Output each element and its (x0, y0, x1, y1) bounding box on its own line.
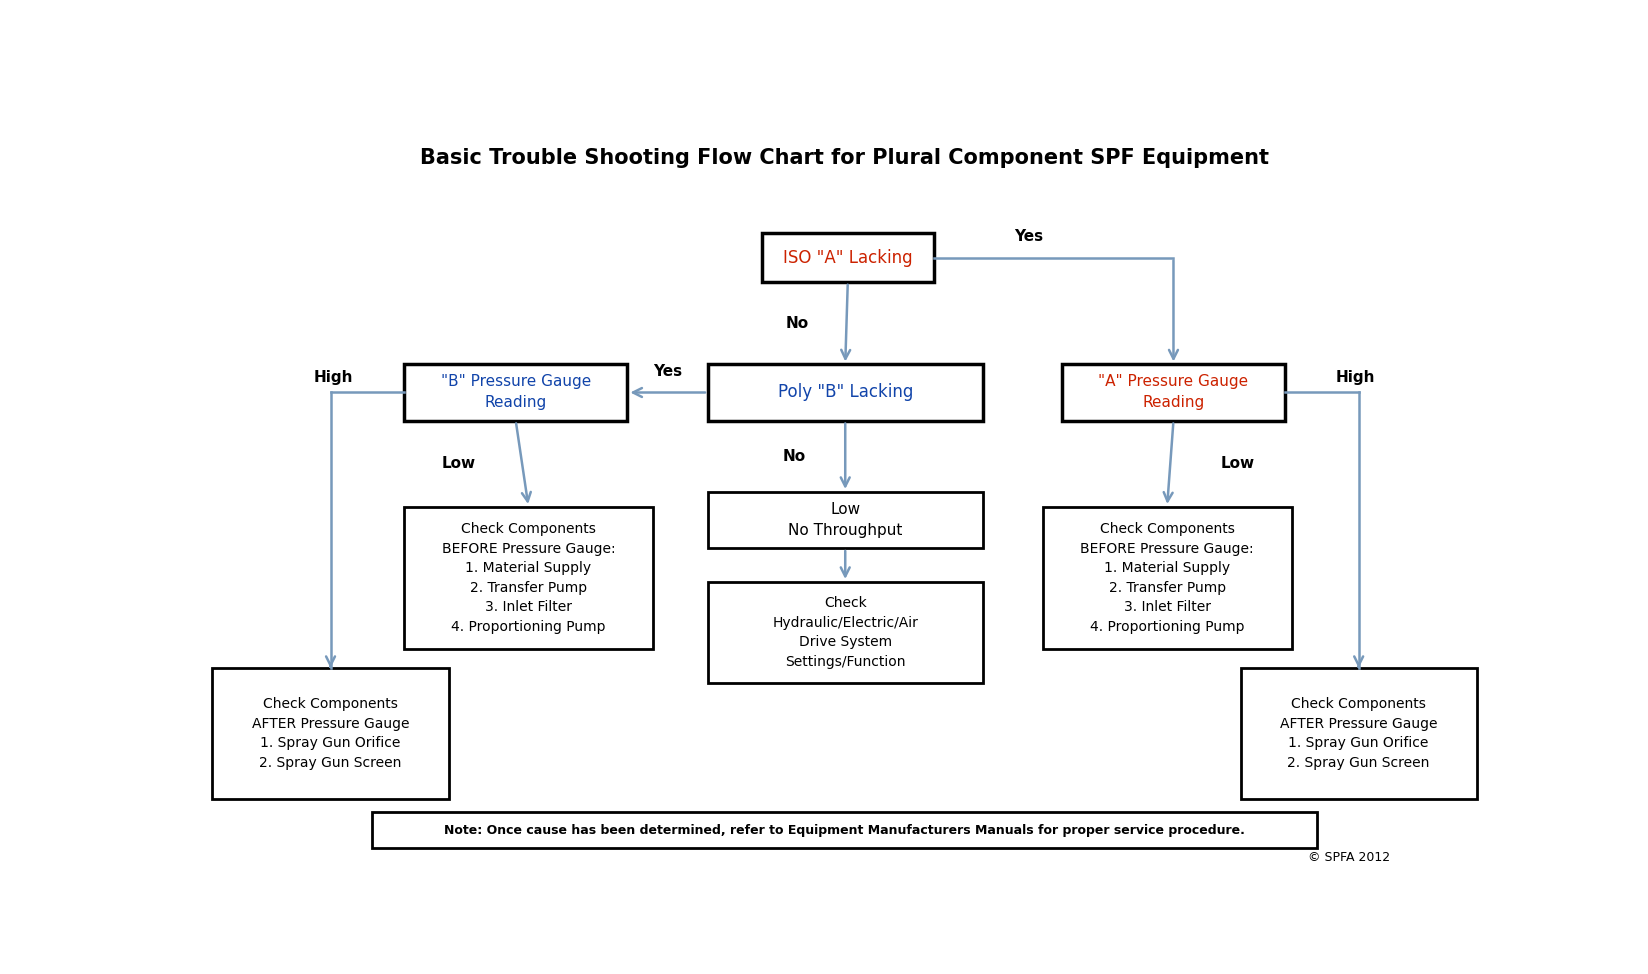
Text: Yes: Yes (1014, 229, 1043, 244)
Text: Yes: Yes (653, 364, 682, 379)
Text: No: No (784, 316, 808, 330)
Text: High: High (315, 370, 353, 385)
Text: Check Components
BEFORE Pressure Gauge:
1. Material Supply
2. Transfer Pump
3. I: Check Components BEFORE Pressure Gauge: … (1081, 522, 1254, 634)
FancyBboxPatch shape (404, 364, 628, 421)
Text: Check Components
AFTER Pressure Gauge
1. Spray Gun Orifice
2. Spray Gun Screen: Check Components AFTER Pressure Gauge 1.… (1280, 697, 1437, 770)
FancyBboxPatch shape (372, 812, 1317, 848)
Text: No: No (783, 449, 806, 464)
Text: Note: Once cause has been determined, refer to Equipment Manufacturers Manuals f: Note: Once cause has been determined, re… (445, 824, 1244, 837)
Text: "B" Pressure Gauge
Reading: "B" Pressure Gauge Reading (440, 374, 592, 410)
Text: Low: Low (1220, 456, 1254, 471)
Text: © SPFA 2012: © SPFA 2012 (1309, 851, 1391, 864)
FancyBboxPatch shape (1043, 506, 1292, 650)
FancyBboxPatch shape (404, 506, 653, 650)
FancyBboxPatch shape (709, 492, 982, 548)
Text: Check Components
AFTER Pressure Gauge
1. Spray Gun Orifice
2. Spray Gun Screen: Check Components AFTER Pressure Gauge 1.… (252, 697, 409, 770)
FancyBboxPatch shape (213, 668, 448, 800)
Text: "A" Pressure Gauge
Reading: "A" Pressure Gauge Reading (1099, 374, 1249, 410)
Text: Check Components
BEFORE Pressure Gauge:
1. Material Supply
2. Transfer Pump
3. I: Check Components BEFORE Pressure Gauge: … (442, 522, 615, 634)
Text: Check
Hydraulic/Electric/Air
Drive System
Settings/Function: Check Hydraulic/Electric/Air Drive Syste… (773, 596, 918, 669)
FancyBboxPatch shape (761, 233, 934, 281)
FancyBboxPatch shape (1241, 668, 1477, 800)
Text: ISO "A" Lacking: ISO "A" Lacking (783, 248, 913, 267)
Text: High: High (1337, 370, 1374, 385)
FancyBboxPatch shape (1061, 364, 1285, 421)
Text: Basic Trouble Shooting Flow Chart for Plural Component SPF Equipment: Basic Trouble Shooting Flow Chart for Pl… (420, 148, 1269, 169)
FancyBboxPatch shape (709, 364, 982, 421)
Text: Poly "B" Lacking: Poly "B" Lacking (778, 384, 913, 401)
Text: Low
No Throughput: Low No Throughput (788, 502, 903, 538)
FancyBboxPatch shape (709, 581, 982, 683)
Text: Low: Low (442, 456, 475, 471)
